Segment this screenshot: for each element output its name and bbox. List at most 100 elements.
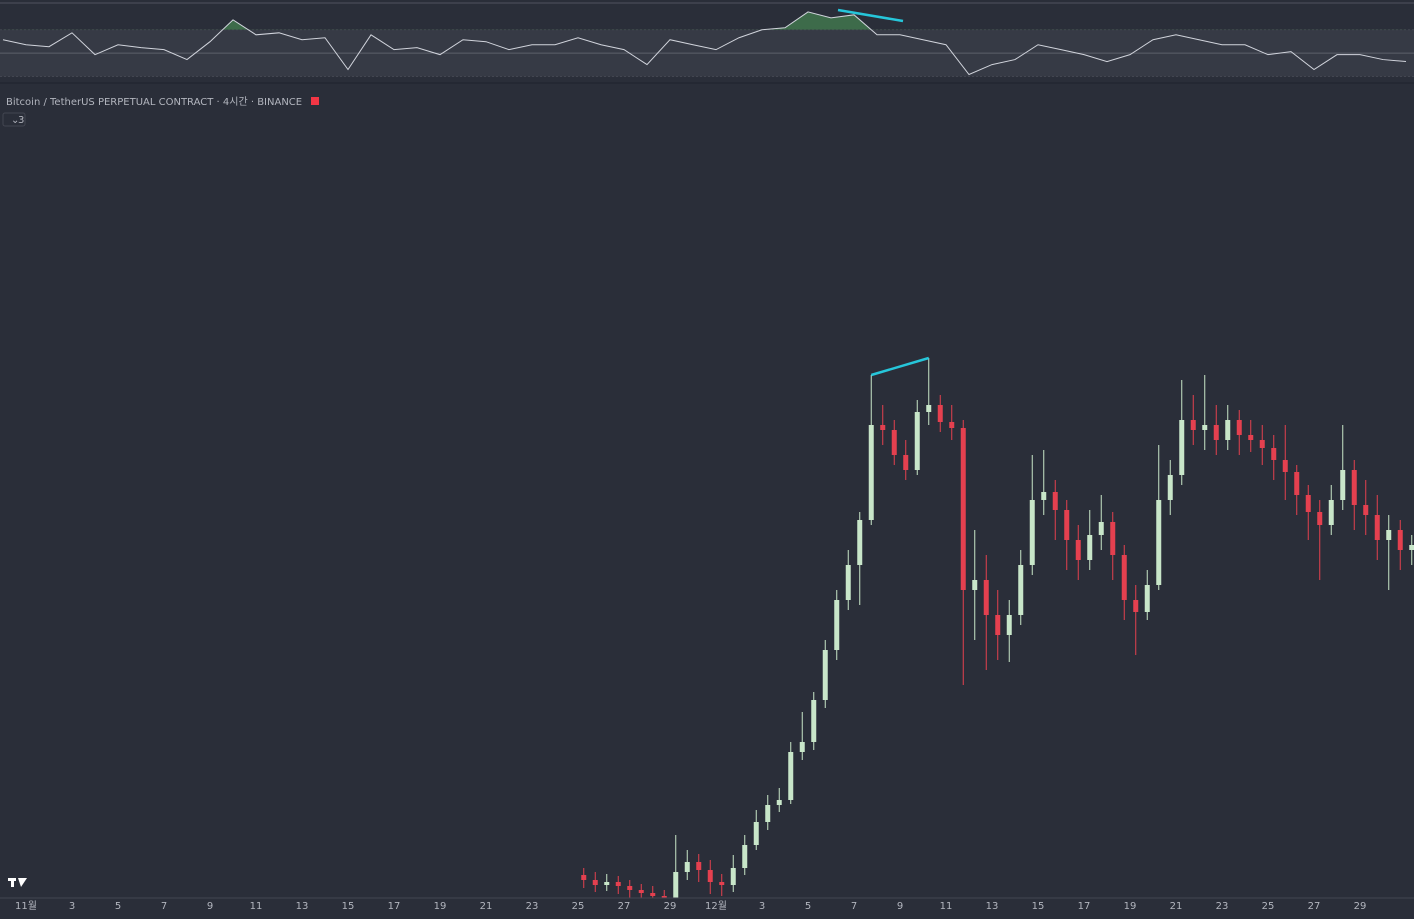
x-tick-label: 11 (940, 901, 953, 912)
candle-body (1213, 425, 1219, 440)
candle-body (1351, 470, 1357, 505)
candle-body (696, 862, 702, 870)
candle-body (1225, 420, 1231, 440)
candle-body (983, 580, 989, 615)
x-tick-label: 5 (805, 901, 811, 912)
candle-body (615, 882, 621, 886)
candle-body (857, 520, 863, 565)
x-tick-label: 21 (1170, 901, 1183, 912)
candle-body (1305, 495, 1311, 512)
candle-body (592, 880, 598, 885)
candle-body (581, 875, 587, 880)
candle-body (1133, 600, 1139, 612)
candle-body (972, 580, 978, 590)
candle-body (1179, 420, 1185, 475)
candle-body (1006, 615, 1012, 635)
x-tick-label: 29 (664, 901, 677, 912)
candle-body (1156, 500, 1162, 585)
candle-body (799, 742, 805, 752)
x-tick-label: 25 (1262, 901, 1275, 912)
candle-body (1363, 505, 1369, 515)
candle-body (926, 405, 932, 412)
candle-body (1374, 515, 1380, 540)
candle-body (1236, 420, 1242, 435)
candle-body (995, 615, 1001, 635)
x-tick-label: 19 (1124, 901, 1137, 912)
candle-body (604, 882, 610, 885)
candle-body (1386, 530, 1392, 540)
x-tick-label: 21 (480, 901, 493, 912)
candle-body (707, 870, 713, 882)
candle-body (1340, 470, 1346, 500)
candle-body (661, 896, 667, 898)
x-tick-label: 15 (1032, 901, 1045, 912)
candle-body (937, 405, 943, 422)
rsi-divergence-line (837, 8, 904, 23)
candle-body (765, 805, 771, 822)
candle-body (1409, 545, 1414, 550)
candle-body (1144, 585, 1150, 612)
candle-body (891, 430, 897, 455)
candle-body (834, 600, 840, 650)
x-tick-label: 9 (207, 901, 213, 912)
candle-body (1087, 535, 1093, 560)
x-tick-label: 13 (986, 901, 999, 912)
candle-body (1317, 512, 1323, 525)
candle-body (1202, 425, 1208, 430)
candle-body (1397, 530, 1403, 550)
x-tick-label: 15 (342, 901, 355, 912)
candle-body (1041, 492, 1047, 500)
x-tick-label: 11월 (15, 900, 37, 912)
tv-logo (8, 878, 27, 887)
main-pane (581, 356, 1414, 898)
x-tick-label: 23 (526, 901, 539, 912)
badge-arrow: ⌄ (11, 115, 19, 126)
candle-body (1029, 500, 1035, 565)
price-divergence-line (870, 356, 930, 377)
candle-body (1110, 522, 1116, 555)
x-tick-label: 9 (897, 901, 903, 912)
x-tick-label: 3 (69, 901, 75, 912)
rsi-line (2, 11, 1407, 76)
candle-body (1121, 555, 1127, 600)
candle-body (776, 800, 782, 805)
x-tick-label: 3 (759, 901, 765, 912)
x-tick-label: 27 (618, 901, 631, 912)
candle-body (753, 822, 759, 845)
candle-body (880, 425, 886, 430)
x-tick-label: 23 (1216, 901, 1229, 912)
candle-body (1075, 540, 1081, 560)
candle-body (627, 886, 633, 890)
x-tick-label: 25 (572, 901, 585, 912)
x-tick-label: 17 (1078, 901, 1091, 912)
rsi-pane (0, 11, 1414, 77)
candle-body (673, 872, 679, 898)
x-tick-label: 19 (434, 901, 447, 912)
badge-count: 3 (18, 115, 24, 126)
candle-body (638, 890, 644, 893)
x-tick-label: 29 (1354, 901, 1367, 912)
x-tick-label: 12월 (705, 900, 727, 912)
candle-body (742, 845, 748, 868)
candle-body (1052, 492, 1058, 510)
candle-body (1098, 522, 1104, 535)
candle-body (811, 700, 817, 742)
x-tick-label: 27 (1308, 901, 1321, 912)
collapse-button[interactable] (2, 112, 26, 127)
candle-body (845, 565, 851, 600)
candle-body (730, 868, 736, 885)
candle-body (914, 412, 920, 470)
candle-body (960, 428, 966, 590)
flag-icon (311, 97, 319, 105)
x-tick-label: 7 (851, 901, 857, 912)
candle-body (1328, 500, 1334, 525)
candle-body (719, 882, 725, 885)
candle-body (1190, 420, 1196, 430)
candle-body (949, 422, 955, 428)
candle-body (822, 650, 828, 700)
candle-body (650, 893, 656, 896)
candle-body (868, 425, 874, 520)
x-tick-label: 7 (161, 901, 167, 912)
